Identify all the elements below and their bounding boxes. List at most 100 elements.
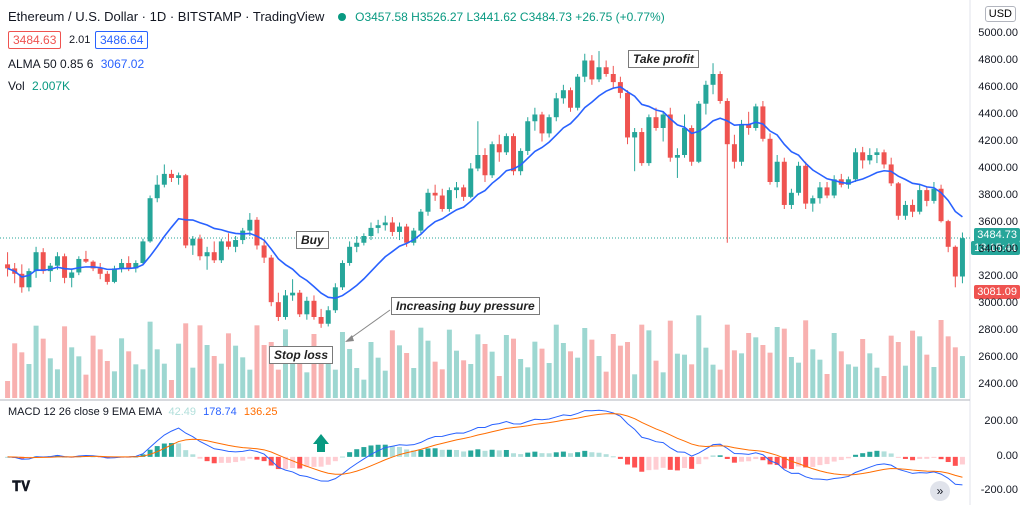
- macd-histogram-bar: [845, 456, 851, 459]
- symbol-title[interactable]: Ethereum / U.S. Dollar · 1D · BITSTAMP ·…: [8, 9, 325, 24]
- ask-price[interactable]: 3486.64: [95, 31, 149, 49]
- volume-bar: [910, 330, 916, 398]
- volume-bar: [104, 361, 110, 398]
- annotation-pointer: [347, 309, 391, 341]
- macd-histogram-bar: [838, 456, 844, 461]
- macd-histogram-bar: [532, 451, 538, 457]
- macd-histogram-bar: [653, 456, 659, 470]
- volume-bar: [233, 345, 239, 398]
- bid-price[interactable]: 3484.63: [8, 31, 62, 49]
- volume-bar: [582, 328, 588, 398]
- volume-bar: [696, 315, 702, 398]
- macd-histogram-bar: [660, 456, 666, 468]
- volume-bar: [454, 350, 459, 398]
- annotation-buy-pressure[interactable]: Increasing buy pressure: [391, 297, 540, 315]
- candle-body: [753, 106, 759, 128]
- macd-signal-value: 136.25: [243, 406, 278, 418]
- volume-bar: [318, 351, 324, 398]
- volume-bar: [111, 371, 117, 398]
- candle-body: [660, 114, 666, 128]
- candle-body: [318, 317, 324, 324]
- candle-body: [503, 136, 509, 153]
- candle-body: [867, 155, 873, 161]
- candle-body: [931, 188, 937, 201]
- vol-label: Vol: [8, 79, 25, 93]
- macd-histogram-bar: [860, 453, 866, 457]
- macd-histogram-bar: [140, 454, 146, 457]
- macd-axis-label: -200.00: [980, 484, 1018, 497]
- macd-histogram-bar: [539, 453, 545, 457]
- candle-body: [888, 164, 894, 184]
- candle-body: [746, 123, 752, 128]
- volume-bar: [119, 338, 125, 398]
- macd-histogram-bar: [760, 456, 766, 461]
- macd-histogram-bar: [211, 456, 217, 464]
- macd-histogram-bar: [311, 456, 317, 467]
- candle-body: [539, 114, 545, 134]
- vol-legend[interactable]: Vol 2.007K: [8, 79, 70, 93]
- macd-histogram-bar: [425, 448, 431, 457]
- annotation-buy[interactable]: Buy: [296, 231, 329, 249]
- macd-histogram-bar: [446, 449, 452, 457]
- currency-button[interactable]: USD: [984, 6, 1016, 22]
- candle-body: [254, 219, 260, 246]
- scroll-to-latest-button[interactable]: »: [930, 481, 950, 501]
- volume-bar: [874, 367, 880, 398]
- volume-bar: [489, 351, 495, 398]
- annotation-stop-loss[interactable]: Stop loss: [269, 346, 334, 364]
- candle-body: [197, 238, 203, 257]
- candle-body: [710, 74, 716, 85]
- candle-body: [211, 252, 217, 261]
- volume-bar: [211, 356, 217, 398]
- candle-body: [731, 144, 737, 162]
- volume-bar: [724, 324, 730, 398]
- volume-bar: [47, 358, 53, 398]
- macd-legend[interactable]: MACD 12 26 close 9 EMA EMA 42.49 178.74 …: [8, 406, 277, 418]
- macd-histogram-bar: [411, 450, 417, 457]
- volume-bar: [853, 366, 859, 398]
- macd-histogram-bar: [282, 456, 288, 469]
- volume-bar: [568, 351, 574, 398]
- volume-bar: [895, 342, 901, 398]
- annotation-take-profit[interactable]: Take profit: [628, 50, 699, 68]
- countdown-tag: 13:15:41: [971, 241, 1020, 255]
- candle-body: [788, 192, 794, 205]
- macd-histogram-bar: [739, 456, 745, 462]
- candle-body: [268, 257, 274, 303]
- candle-body: [910, 204, 916, 212]
- macd-histogram-bar: [560, 451, 566, 457]
- candle-body: [496, 144, 502, 153]
- volume-bar: [739, 353, 745, 398]
- volume-bar: [589, 339, 595, 398]
- macd-histogram-bar: [176, 443, 182, 457]
- volume-bar: [382, 370, 388, 398]
- macd-histogram-bar: [482, 450, 488, 457]
- macd-histogram-bar: [354, 449, 360, 457]
- alma-legend[interactable]: ALMA 50 0.85 6 3067.02: [8, 57, 144, 71]
- macd-histogram-bar: [589, 452, 595, 457]
- volume-bar: [838, 351, 844, 398]
- macd-histogram-bar: [161, 443, 167, 457]
- macd-histogram-bar: [553, 452, 559, 457]
- macd-histogram-bar: [582, 450, 588, 457]
- price-axis-label: 5000.00: [978, 26, 1018, 39]
- candle-body: [717, 74, 723, 101]
- volume-bar: [710, 364, 716, 398]
- macd-histogram-bar: [461, 451, 467, 457]
- candle-body: [176, 175, 182, 178]
- candle-body: [632, 132, 638, 138]
- candle-body: [62, 256, 68, 278]
- macd-histogram-bar: [831, 456, 837, 462]
- candle-body: [952, 246, 958, 277]
- volume-bar: [938, 320, 944, 398]
- volume-bar: [389, 330, 395, 398]
- candle-body: [425, 192, 431, 212]
- volume-bar: [12, 343, 18, 398]
- volume-bar: [26, 364, 32, 398]
- tradingview-logo[interactable]: 𝐓𝐕: [12, 478, 38, 496]
- volume-bar: [945, 336, 951, 398]
- candle-body: [774, 161, 780, 182]
- candle-body: [396, 226, 402, 232]
- macd-histogram-bar: [788, 456, 794, 470]
